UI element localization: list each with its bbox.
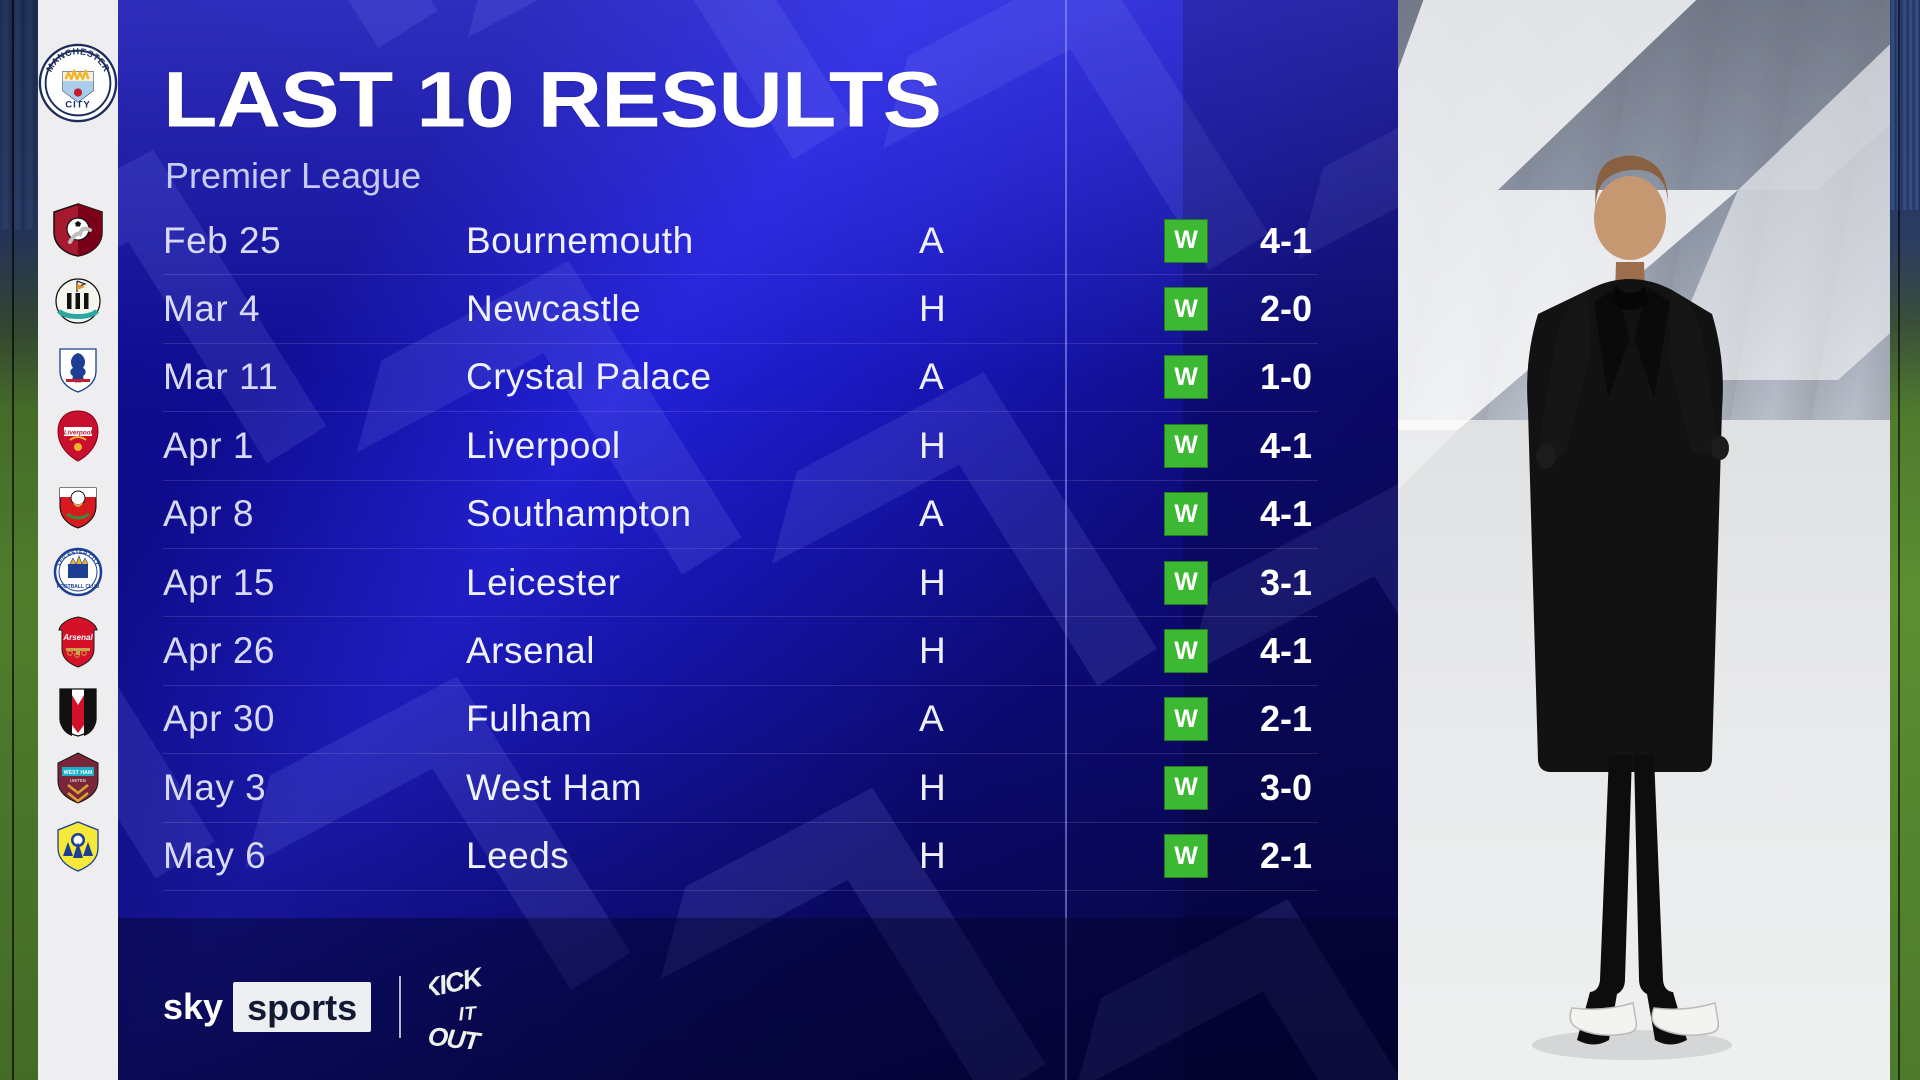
svg-text:Arsenal: Arsenal [62,633,93,642]
svg-text:Liverpool: Liverpool [64,430,93,437]
svg-text:KICK: KICK [429,965,487,1004]
svg-text:UNITED: UNITED [70,778,86,783]
svg-text:IT: IT [458,1003,478,1025]
svg-text:FOOTBALL CLUB: FOOTBALL CLUB [57,584,100,590]
svg-text:OUT: OUT [429,1021,484,1049]
svg-text:WEST HAM: WEST HAM [64,770,93,776]
